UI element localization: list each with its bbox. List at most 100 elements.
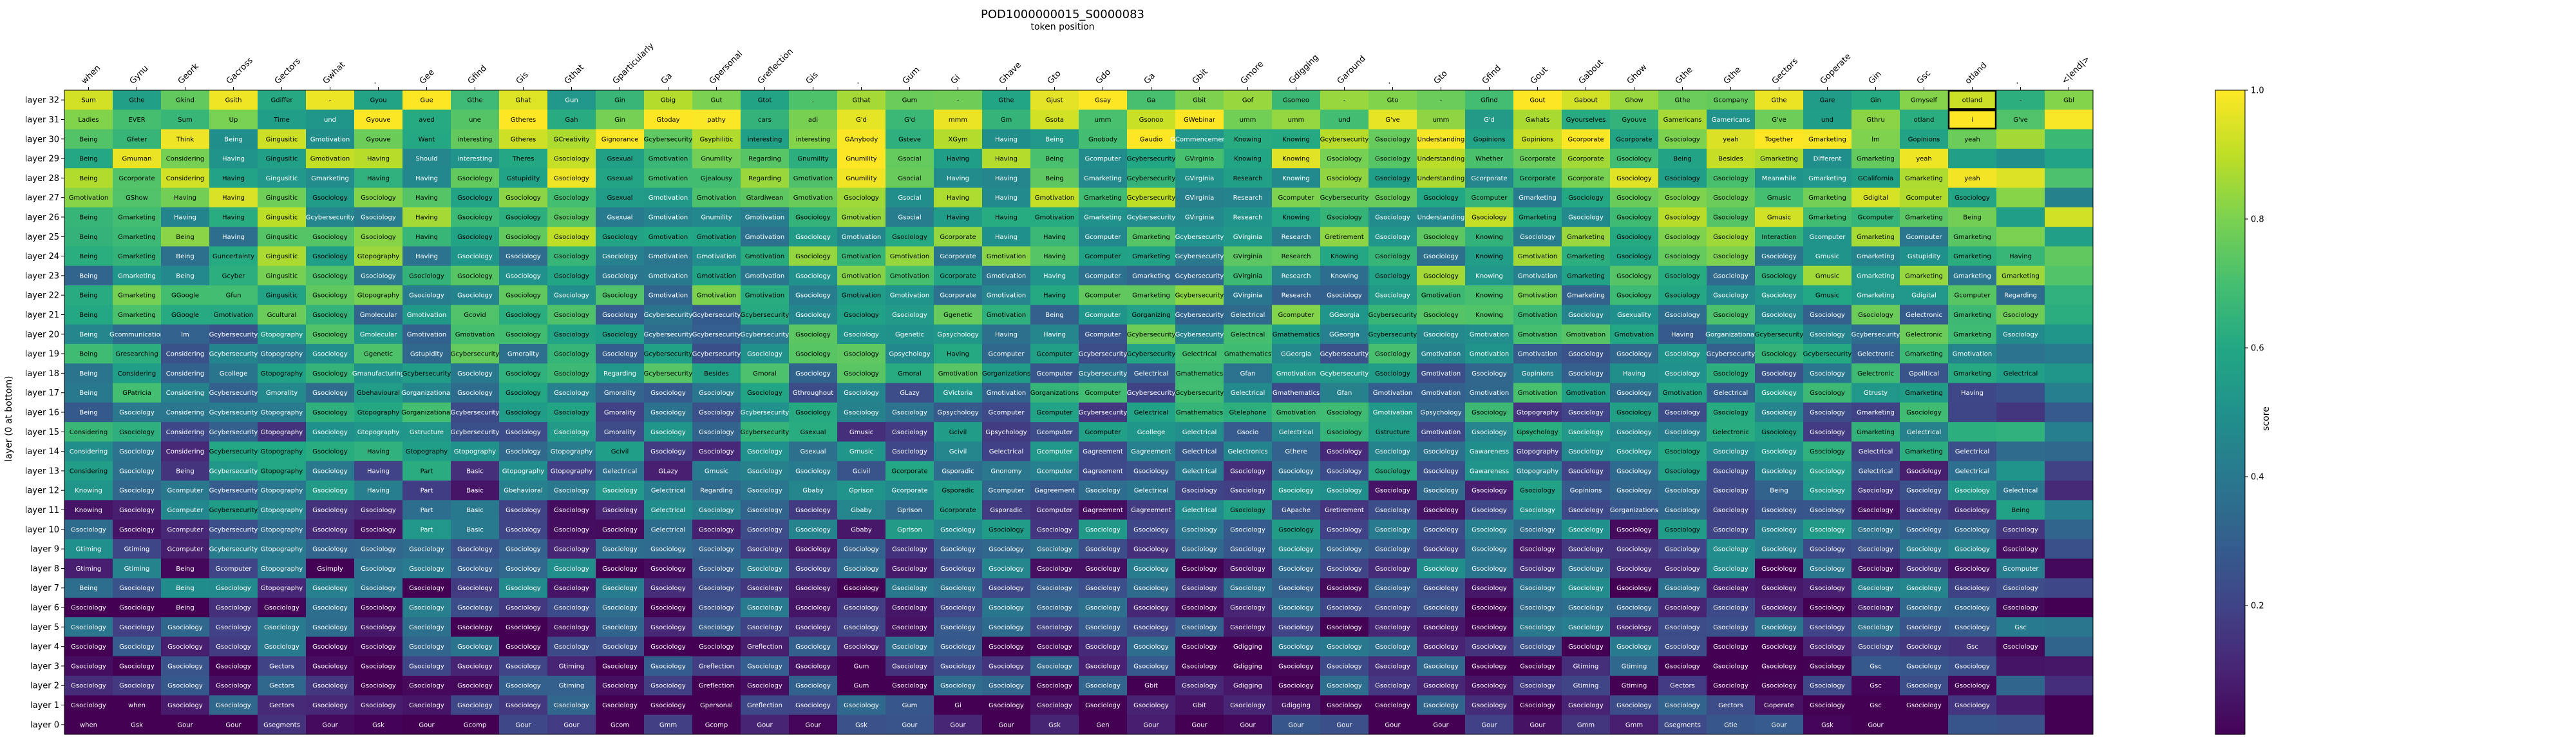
- cell-token-label: GVirginia: [1185, 214, 1214, 221]
- cell-token-label: Gour: [805, 721, 821, 729]
- cell-token-label: Gsociology: [506, 644, 541, 651]
- colorbar-segment: [2215, 612, 2245, 616]
- cell-token-label: Gthru: [1866, 117, 1884, 124]
- heatmap-cell: [1755, 285, 1804, 305]
- colorbar-segment: [2215, 564, 2245, 568]
- cell-token-label: Gmotivation: [310, 156, 350, 163]
- heatmap-cell: [402, 110, 451, 130]
- heatmap-cell: [1368, 90, 1417, 110]
- heatmap-cell: [161, 246, 210, 267]
- heatmap-cell: [2045, 597, 2094, 618]
- cell-token-label: Gsociology: [650, 683, 686, 690]
- cell-token-label: Gmotivation: [1518, 390, 1558, 397]
- heatmap-cell: [1996, 714, 2045, 735]
- cell-token-label: Gmanufacturing: [352, 370, 404, 377]
- heatmap-cell: [1562, 207, 1611, 227]
- cell-token-label: Gcomputer: [1810, 234, 1846, 241]
- x-tick-labels: when Gynu Geork Gacross Gectors Gwhat. Gee Gfin…: [80, 41, 2092, 90]
- heatmap-cell: [1368, 168, 1417, 189]
- cell-token-label: Gsociology: [1520, 507, 1555, 514]
- cell-token-label: Research: [1282, 272, 1311, 280]
- cell-token-label: une: [469, 117, 481, 124]
- cell-token-label: Gcybersecurity: [1803, 351, 1852, 358]
- cell-token-label: cars: [758, 117, 772, 124]
- cell-token-label: Gsociology: [795, 292, 831, 300]
- cell-token-label: Gcybersecurity: [692, 312, 741, 319]
- cell-token-label: Gmarketing: [1857, 410, 1895, 417]
- cell-token-label: Gsociology: [1810, 370, 1845, 377]
- heatmap-cell: [1996, 227, 2045, 247]
- colorbar-segment: [2215, 548, 2245, 551]
- cell-token-label: Gtiming: [559, 663, 585, 670]
- colorbar-segment: [2215, 599, 2245, 603]
- cell-token-label: Gsociology: [1665, 605, 1700, 612]
- cell-token-label: Gcybersecurity: [209, 429, 258, 436]
- cell-token-label: Gcivil: [853, 468, 871, 475]
- cell-token-label: Gthe: [1771, 97, 1786, 104]
- colorbar-segment: [2215, 509, 2245, 513]
- cell-token-label: Gsociology: [457, 272, 493, 280]
- cell-token-label: Gmotivation: [649, 272, 688, 280]
- colorbar-segment: [2215, 692, 2245, 696]
- cell-token-label: Gectors: [269, 663, 294, 670]
- cell-token-label: Gelectronic: [1857, 370, 1894, 377]
- cell-token-label: Gdigging: [1233, 663, 1262, 670]
- cell-token-label: Gsocial: [898, 214, 921, 221]
- heatmap-cell: [113, 285, 162, 305]
- heatmap-cell: [837, 324, 886, 345]
- colorbar-segment: [2215, 213, 2245, 216]
- cell-token-label: Gsociology: [1327, 292, 1362, 300]
- cell-token-label: Gsociology: [1955, 488, 1990, 495]
- cell-token-label: Gcybersecurity: [644, 351, 693, 358]
- heatmap-cell: [499, 265, 548, 286]
- cell-token-label: Gsociology: [650, 448, 686, 455]
- heatmap-cell: [2045, 148, 2094, 169]
- colorbar-segment: [2215, 657, 2245, 661]
- heatmap-cell: [547, 90, 596, 110]
- cell-token-label: Gsociology: [1810, 663, 1845, 670]
- colorbar-segment: [2215, 490, 2245, 493]
- cell-token-label: Gsociology: [312, 468, 348, 475]
- cell-token-label: Gsc: [1870, 702, 1881, 709]
- cell-token-label: Gsociology: [1810, 566, 1845, 573]
- cell-token-label: Gsociology: [1423, 644, 1459, 651]
- cell-token-label: Being: [1045, 175, 1063, 182]
- heatmap-cell: [1030, 187, 1079, 208]
- cell-token-label: Being: [79, 175, 97, 182]
- cell-token-label: Gsociology: [940, 663, 976, 670]
- cell-token-label: Gsociology: [1182, 644, 1217, 651]
- cell-token-label: Gsociology: [940, 605, 976, 612]
- colorbar-segment: [2215, 667, 2245, 671]
- heatmap-cell: [1030, 90, 1079, 110]
- cell-token-label: Gpsychology: [1420, 410, 1461, 417]
- cell-token-label: Gstupidity: [1908, 253, 1940, 260]
- cell-token-label: Gsociology: [409, 585, 444, 592]
- heatmap-cell: [1755, 148, 1804, 169]
- heatmap-cell: [1175, 227, 1224, 247]
- heatmap-cell: [258, 285, 307, 305]
- cell-token-label: Gi: [954, 702, 961, 709]
- heatmap-cell: [2045, 441, 2094, 462]
- colorbar-segment: [2215, 274, 2245, 278]
- cell-token-label: Having: [415, 195, 438, 202]
- cell-token-label: Gcybersecurity: [451, 410, 500, 417]
- colorbar-segment: [2215, 660, 2245, 664]
- cell-token-label: Basic: [466, 468, 483, 475]
- colorbar-segment: [2215, 103, 2245, 107]
- cell-token-label: Gsociology: [312, 234, 348, 241]
- colorbar-segment: [2215, 309, 2245, 313]
- cell-token-label: Gsociology: [1955, 195, 1990, 202]
- cell-token-label: Gsociology: [554, 624, 589, 631]
- cell-token-label: Gsociology: [1906, 624, 1942, 631]
- cell-token-label: Research: [1282, 253, 1311, 260]
- heatmap-cell: [644, 265, 693, 286]
- x-tick-label: Gfind: [466, 64, 489, 86]
- cell-token-label: Gtopography: [1517, 410, 1559, 417]
- heatmap-cell: [644, 207, 693, 227]
- cell-token-label: und: [1821, 117, 1833, 124]
- cell-token-label: Gthe: [998, 97, 1014, 104]
- cell-token-label: Gsociology: [1375, 702, 1410, 709]
- heatmap-cell: [2045, 90, 2094, 110]
- cell-token-label: Gsociology: [1761, 644, 1797, 651]
- cell-token-label: Gcybersecurity: [209, 507, 258, 514]
